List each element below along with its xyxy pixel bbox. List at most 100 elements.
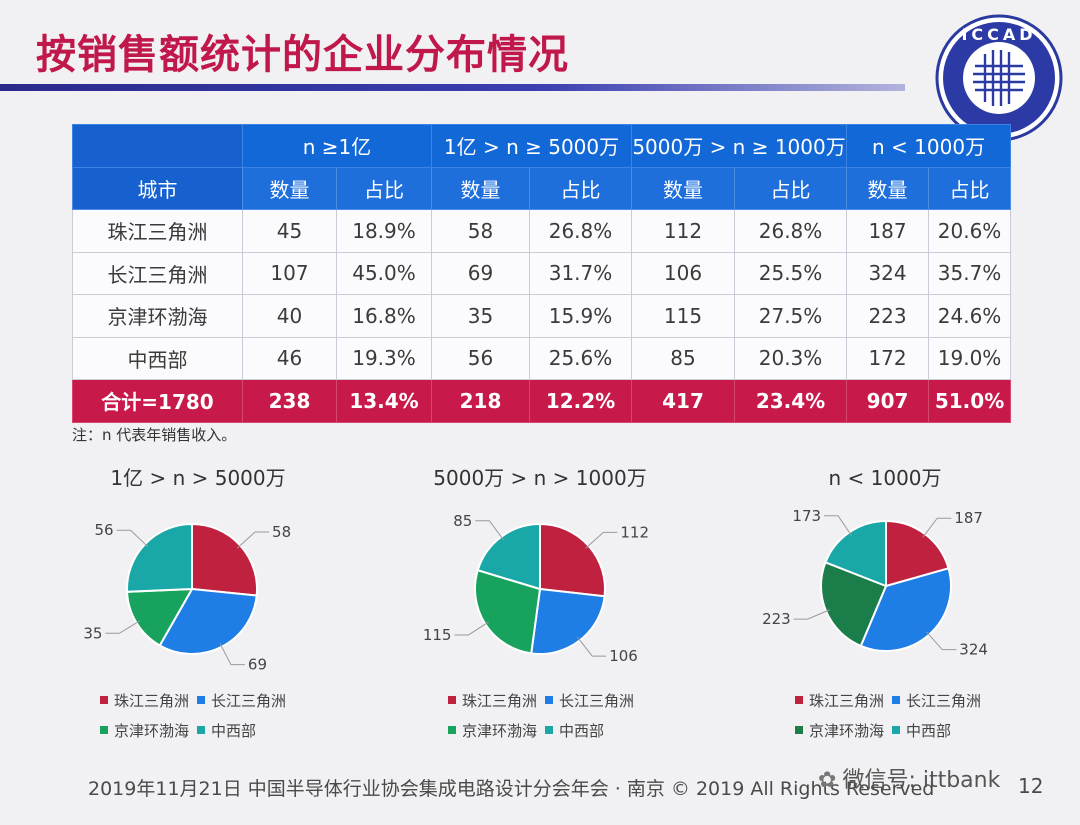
count-cell: 112 [631,209,736,253]
pie-data-label: 173 [792,507,821,525]
count-cell: 115 [631,294,736,338]
ratio-cell: 20.6% [928,209,1012,253]
sales-distribution-table: n ≥1亿 1亿 > n ≥ 5000万 5000万 > n ≥ 1000万 n… [72,124,1012,423]
leader-line [926,631,957,651]
total-label-cell: 合计=1780 [72,379,243,423]
title-underline [0,84,905,91]
pie-slice [539,522,606,598]
ratio-cell: 26.8% [529,209,633,253]
count-cell: 56 [431,336,531,380]
pie-data-label: 58 [272,523,291,541]
count-cell: 187 [846,209,930,253]
legend-swatch-icon [545,725,554,734]
legend-item: 中西部 [197,716,256,746]
leader-line [475,520,505,541]
pie-data-label: 35 [83,624,102,642]
count-cell: 106 [631,251,736,295]
legend-label: 京津环渤海 [809,722,885,740]
ratio-cell: 19.0% [928,336,1012,380]
pie-data-label: 223 [762,610,791,628]
leader-line [824,515,853,536]
ratio-cell: 35.7% [928,251,1012,295]
slide-title: 按销售额统计的企业分布情况 [36,32,569,78]
total-count-cell: 218 [431,379,531,423]
group-header: n < 1000万 [846,124,1012,168]
legend-label: 珠江三角洲 [114,692,190,710]
ratio-column-header: 占比 [529,166,633,210]
legend-swatch-icon [100,695,108,704]
count-column-header: 数量 [431,166,531,210]
pie-data-label: 85 [453,512,472,530]
city-cell: 珠江三角洲 [72,209,243,253]
legend-label: 珠江三角洲 [462,692,538,710]
pie-data-label: 187 [954,509,983,527]
city-cell: 京津环渤海 [72,294,243,338]
legend-item: 京津环渤海 [448,716,537,746]
svg-text:ICCAD: ICCAD [961,25,1036,44]
leader-line [105,620,141,634]
ratio-cell: 24.6% [928,294,1012,338]
total-ratio-cell: 51.0% [928,379,1012,423]
leader-line [116,529,149,548]
pie-slice [530,587,606,655]
ratio-cell: 45.0% [335,251,433,295]
legend-swatch-icon [448,725,456,734]
ratio-cell: 25.5% [734,251,848,295]
legend-swatch-icon [892,725,901,734]
group-header: 5000万 > n ≥ 1000万 [631,124,848,168]
count-cell: 172 [846,336,930,380]
ratio-column-header: 占比 [928,166,1012,210]
ratio-cell: 20.3% [734,336,848,380]
leader-line [793,609,831,620]
legend-swatch-icon [795,695,803,704]
count-cell: 107 [242,251,337,295]
count-cell: 85 [631,336,736,380]
leader-line [454,621,489,636]
total-count-cell: 907 [846,379,930,423]
pie-data-label: 106 [609,647,638,665]
city-column-header: 城市 [72,166,243,210]
table-footnote: 注：n 代表年销售收入。 [72,426,237,444]
leader-line [922,517,952,538]
leader-line [219,643,245,666]
count-column-header: 数量 [242,166,337,210]
legend-label: 中西部 [211,722,257,740]
pie-legend: 珠江三角洲 长江三角洲京津环渤海 中西部 [795,686,1055,746]
legend-item: 珠江三角洲 [795,686,884,716]
watermark-text: 微信号: ittbank [842,768,1001,793]
pie-title: 5000万 > n > 1000万 [433,466,647,490]
count-column-header: 数量 [846,166,930,210]
pie-title: n < 1000万 [828,466,942,490]
legend-label: 中西部 [559,722,605,740]
pie-title: 1亿 > n > 5000万 [110,466,286,490]
wechat-watermark: ✿ 微信号: ittbank [818,768,1001,793]
ratio-cell: 19.3% [335,336,433,380]
legend-item: 珠江三角洲 [100,686,189,716]
count-cell: 46 [242,336,337,380]
legend-label: 长江三角洲 [906,692,982,710]
pie-slice [191,522,258,597]
legend-label: 京津环渤海 [114,722,190,740]
ratio-cell: 27.5% [734,294,848,338]
table-row: 长江三角洲 107 45.0% 69 31.7% 106 25.5% 324 35.7% [72,251,1012,295]
pie-data-label: 324 [959,641,988,659]
total-count-cell: 238 [242,379,337,423]
total-ratio-cell: 23.4% [734,379,848,423]
slide-footer: 2019年11月21日 中国半导体行业协会集成电路设计分会年会 · 南京 © 2… [88,778,935,800]
legend-swatch-icon [795,725,803,734]
legend-item: 京津环渤海 [795,716,884,746]
count-cell: 223 [846,294,930,338]
legend-label: 京津环渤海 [462,722,538,740]
legend-swatch-icon [892,695,901,704]
pie-data-label: 115 [423,626,452,644]
legend-label: 中西部 [906,722,952,740]
ratio-cell: 25.6% [529,336,633,380]
table-row: 中西部 46 19.3% 56 25.6% 85 20.3% 172 19.0% [72,336,1012,380]
leader-line [585,531,618,549]
pie-data-label: 56 [95,521,114,539]
legend-item: 京津环渤海 [100,716,189,746]
legend-swatch-icon [197,725,206,734]
legend-label: 珠江三角洲 [809,692,885,710]
pie-data-label: 112 [620,523,649,541]
